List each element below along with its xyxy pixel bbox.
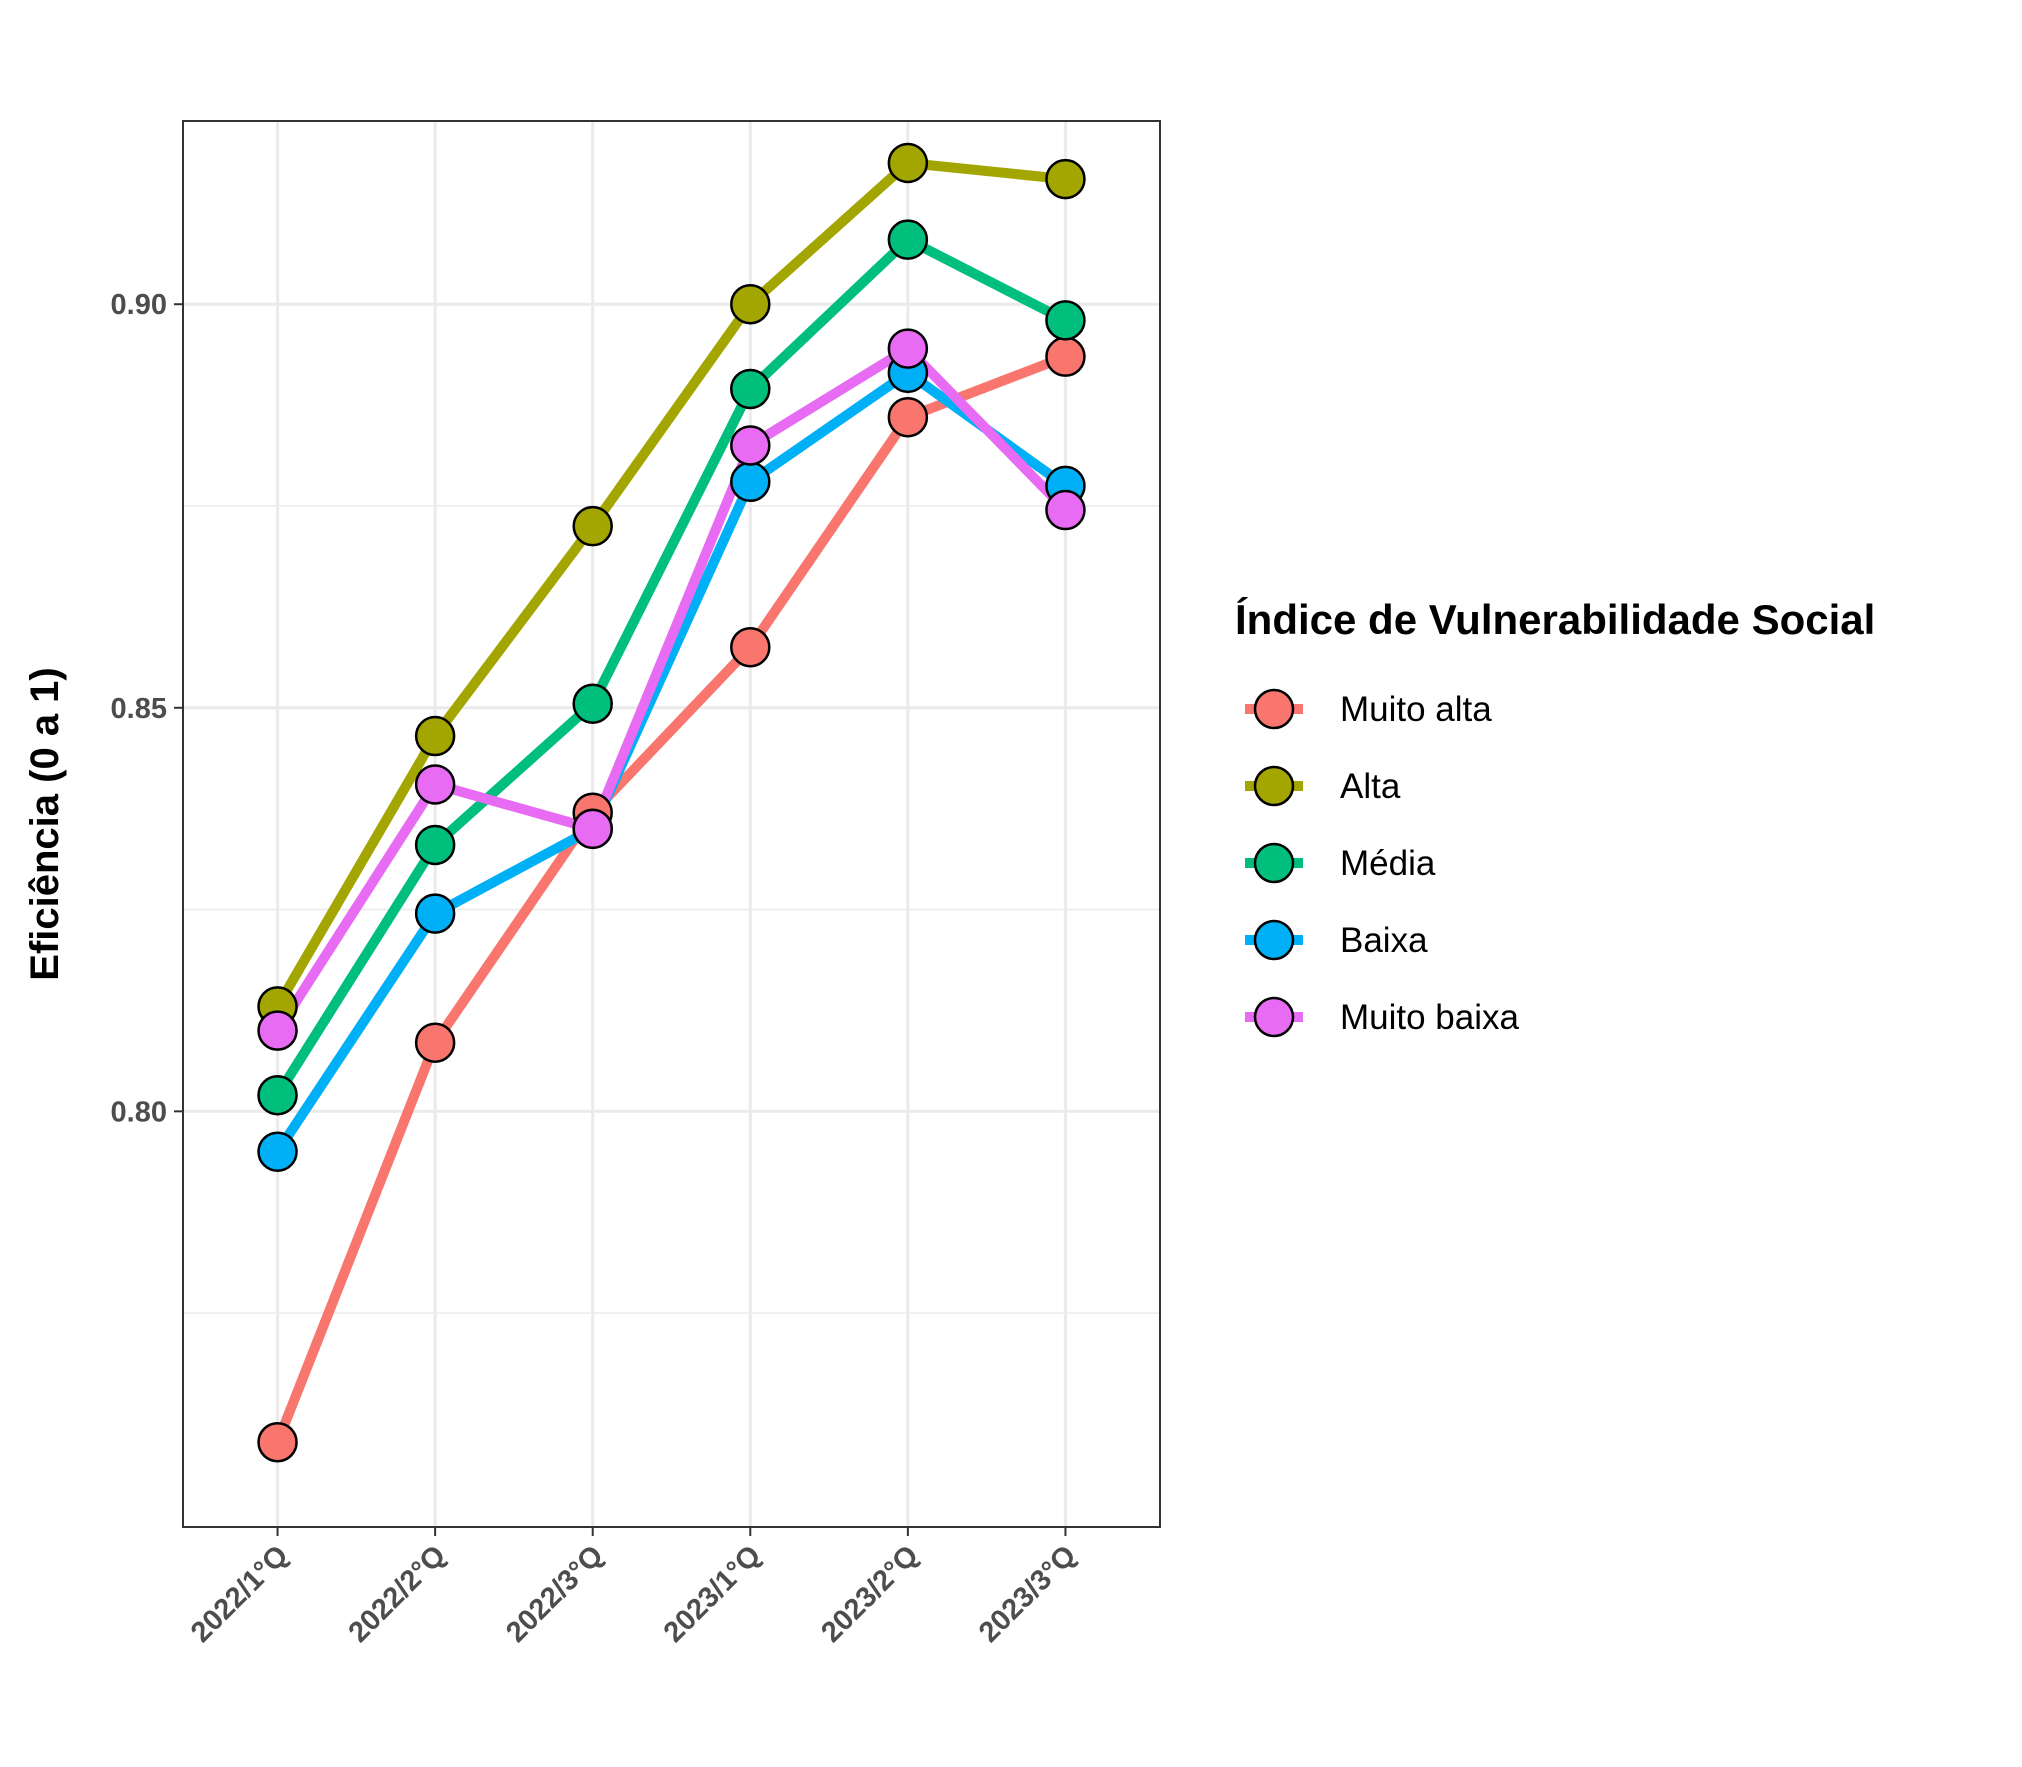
plot-panel (183, 121, 1160, 1527)
legend-item: Muito alta (1245, 688, 1492, 730)
legend-item: Baixa (1245, 919, 1428, 961)
data-point (257, 1131, 298, 1172)
legend-label: Média (1340, 844, 1436, 883)
data-point (730, 425, 771, 466)
data-point (730, 283, 771, 325)
legend-key-point (1253, 842, 1295, 884)
minor-gridlines (183, 505, 1160, 1314)
series-line (272, 352, 1068, 1445)
y-tick-label: 0.80 (111, 1096, 167, 1128)
data-point (887, 142, 929, 184)
data-point (730, 461, 771, 503)
legend-item: Alta (1245, 765, 1401, 807)
series-points (257, 142, 1086, 1463)
data-point (414, 893, 456, 934)
data-point (887, 396, 929, 438)
legend-label: Alta (1340, 767, 1401, 806)
legend-key-point (1253, 765, 1295, 807)
y-axis-title: Eficiência (0 a 1) (23, 667, 67, 980)
legend-label: Muito alta (1340, 690, 1492, 729)
data-point (572, 505, 613, 547)
series-lines (272, 157, 1070, 1445)
y-tick-label: 0.85 (111, 693, 167, 725)
legend-label: Muito baixa (1340, 998, 1520, 1037)
legend-item: Muito baixa (1245, 996, 1520, 1038)
data-point (257, 1010, 298, 1051)
legend-item: Média (1245, 842, 1436, 884)
series-line (273, 157, 1066, 1009)
series-line (273, 367, 1069, 1155)
series-line (273, 343, 1070, 1034)
data-point (1045, 300, 1086, 341)
data-point (414, 824, 456, 866)
legend-items: Muito alta Alta Média Baixa Muito baixa (1245, 688, 1520, 1038)
y-tick-label: 0.90 (111, 289, 167, 321)
major-gridlines (183, 121, 1160, 1527)
data-point (257, 1422, 298, 1463)
data-point (572, 683, 613, 724)
data-point (572, 808, 613, 850)
legend-label: Baixa (1340, 921, 1428, 960)
legend-key-point (1253, 688, 1295, 730)
data-point (1045, 336, 1086, 377)
legend-title: Índice de Vulnerabilidade Social (1235, 596, 1875, 643)
data-point (1045, 158, 1086, 200)
data-point (730, 368, 771, 410)
legend-key-point (1253, 919, 1295, 961)
plot-border (182, 120, 1161, 1528)
y-axis: 0.80 0.85 0.90 (111, 289, 183, 1128)
data-point (730, 626, 771, 668)
legend: Índice de Vulnerabilidade Social Muito a… (1235, 596, 1875, 1038)
data-point (414, 1022, 456, 1063)
data-point (414, 764, 456, 805)
data-point (414, 715, 456, 757)
data-point (887, 219, 929, 260)
series-line (273, 234, 1068, 1098)
data-point (887, 328, 929, 369)
data-point (1045, 489, 1086, 531)
legend-key-point (1253, 996, 1295, 1038)
data-point (257, 1074, 298, 1116)
